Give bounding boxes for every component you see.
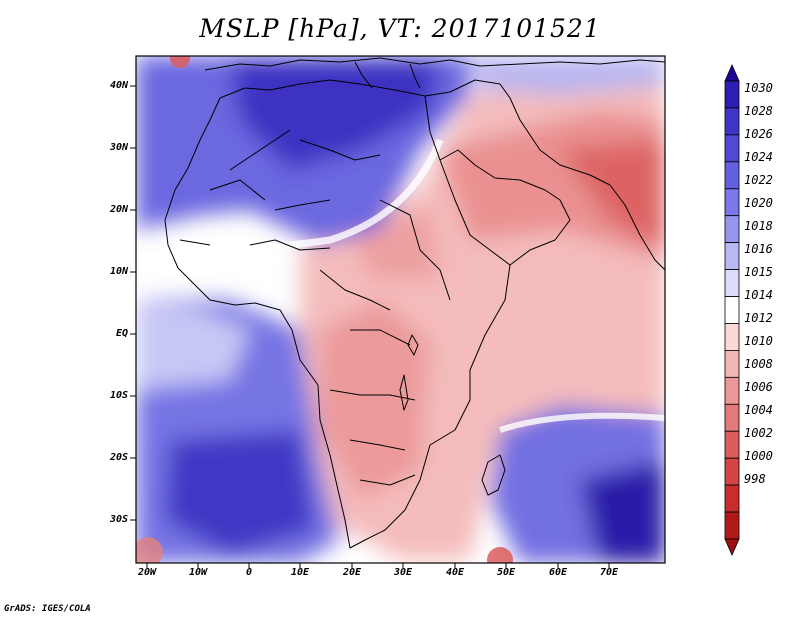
lat-tick-label: EQ <box>115 328 128 339</box>
lat-tick-label: 10N <box>109 266 128 277</box>
colorbar-label: 1008 <box>744 357 773 371</box>
lon-tick-label: 20W <box>137 567 157 578</box>
colorbar-swatch <box>724 403 740 432</box>
colorbar-label: 1002 <box>744 426 773 440</box>
lat-tick-label: 30S <box>109 514 128 525</box>
lon-tick-label: 50E <box>496 567 516 578</box>
colorbar-swatch <box>724 376 740 405</box>
colorbar-swatch <box>724 80 740 109</box>
lon-tick-label: 60E <box>548 567 568 578</box>
colorbar-label: 1022 <box>744 173 773 187</box>
colorbar-label: 1012 <box>744 311 773 325</box>
colorbar-label: 998 <box>744 472 766 486</box>
pressure-field <box>136 56 665 563</box>
colorbar-label: 1018 <box>744 219 773 233</box>
plot-frame <box>135 55 666 564</box>
colorbar-label: 1028 <box>744 104 773 118</box>
colorbar-label: 1004 <box>744 403 773 417</box>
colorbar-swatch <box>724 188 740 217</box>
colorbar-swatch <box>724 107 740 136</box>
colorbar-swatch <box>724 269 740 297</box>
colorbar-label: 1015 <box>744 265 773 279</box>
colorbar-label: 1030 <box>744 81 773 95</box>
credit-text: GrADS: IGES/COLA <box>4 604 91 614</box>
colorbar-swatch <box>724 430 740 459</box>
lon-tick-label: 30E <box>393 567 413 578</box>
lon-tick-label: 40E <box>445 567 465 578</box>
colorbar-swatch <box>724 242 740 270</box>
lat-tick-label: 40N <box>109 80 128 91</box>
coastlines <box>164 57 665 549</box>
colorbar-swatch <box>724 296 740 324</box>
lon-tick-label: 10W <box>188 567 208 578</box>
colorbar-swatch <box>724 350 740 378</box>
colorbar <box>724 64 740 556</box>
lon-tick-label: 70E <box>599 567 619 578</box>
colorbar-swatch <box>724 215 740 244</box>
colorbar-swatch <box>724 457 740 486</box>
colorbar-swatch <box>724 134 740 163</box>
lat-tick-label: 20S <box>109 452 128 463</box>
lat-tick-label: 20N <box>109 204 128 215</box>
lon-tick-label: 10E <box>290 567 310 578</box>
colorbar-label: 1010 <box>744 334 773 348</box>
lat-tick-label: 10S <box>109 390 128 401</box>
colorbar-label: 1006 <box>744 380 773 394</box>
lon-tick-label: 20E <box>342 567 362 578</box>
colorbar-label: 1000 <box>744 449 773 463</box>
colorbar-label: 1020 <box>744 196 773 210</box>
colorbar-swatch <box>724 64 740 82</box>
colorbar-swatch <box>724 538 740 556</box>
colorbar-label: 1016 <box>744 242 773 256</box>
colorbar-label: 1026 <box>744 127 773 141</box>
colorbar-swatch <box>724 484 740 513</box>
colorbar-label: 1024 <box>744 150 773 164</box>
colorbar-swatch <box>724 323 740 351</box>
map-title: MSLP [hPa], VT: 2017101521 <box>199 14 601 43</box>
lat-tick-label: 30N <box>109 142 128 153</box>
colorbar-swatch <box>724 511 740 540</box>
colorbar-swatch <box>724 161 740 190</box>
lon-tick-label: 0 <box>245 567 253 578</box>
colorbar-label: 1014 <box>744 288 773 302</box>
